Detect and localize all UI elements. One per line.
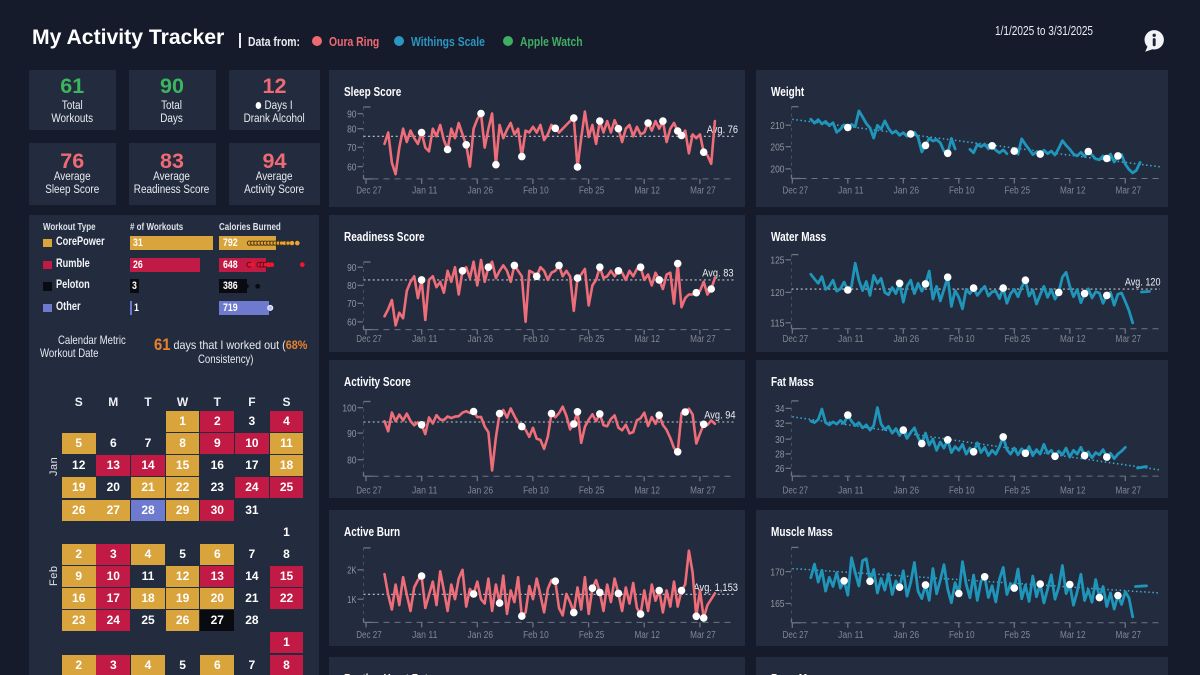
svg-text:Mar 12: Mar 12 — [1060, 486, 1086, 497]
svg-text:60: 60 — [347, 317, 357, 329]
svg-text:Jan 26: Jan 26 — [467, 186, 493, 197]
svg-text:Feb 10: Feb 10 — [523, 630, 549, 641]
svg-text:70: 70 — [347, 298, 357, 310]
svg-text:90: 90 — [347, 262, 357, 274]
svg-text:170: 170 — [770, 566, 784, 578]
svg-text:Dec 27: Dec 27 — [356, 186, 382, 197]
svg-text:Jan 26: Jan 26 — [467, 630, 493, 641]
svg-text:120: 120 — [770, 287, 784, 299]
svg-text:Dec 27: Dec 27 — [356, 334, 382, 345]
svg-text:26: 26 — [775, 463, 785, 475]
svg-text:Feb 25: Feb 25 — [1004, 334, 1030, 345]
svg-text:Jan 11: Jan 11 — [838, 630, 864, 641]
svg-text:125: 125 — [770, 255, 784, 267]
svg-text:Feb 25: Feb 25 — [1004, 186, 1030, 197]
svg-text:80: 80 — [347, 123, 357, 135]
svg-text:Jan 26: Jan 26 — [893, 186, 919, 197]
svg-text:Mar 27: Mar 27 — [1115, 186, 1141, 197]
svg-text:Mar 27: Mar 27 — [690, 486, 716, 497]
svg-text:Jan 26: Jan 26 — [893, 334, 919, 345]
svg-text:205: 205 — [770, 141, 784, 153]
svg-text:Feb 25: Feb 25 — [578, 334, 604, 345]
svg-text:1K: 1K — [347, 594, 356, 606]
svg-text:30: 30 — [775, 434, 785, 446]
svg-text:Mar 12: Mar 12 — [634, 186, 660, 197]
svg-text:Feb 25: Feb 25 — [578, 486, 604, 497]
svg-text:Feb 25: Feb 25 — [578, 630, 604, 641]
svg-text:Feb 10: Feb 10 — [949, 186, 975, 197]
svg-text:Jan 26: Jan 26 — [467, 334, 493, 345]
svg-text:Mar 12: Mar 12 — [634, 486, 660, 497]
svg-text:90: 90 — [347, 428, 357, 440]
svg-text:Dec 27: Dec 27 — [356, 486, 382, 497]
svg-text:Jan 26: Jan 26 — [893, 486, 919, 497]
svg-text:Jan 11: Jan 11 — [838, 334, 864, 345]
svg-text:Mar 27: Mar 27 — [690, 630, 716, 641]
svg-text:Feb 10: Feb 10 — [523, 486, 549, 497]
svg-text:115: 115 — [770, 318, 784, 330]
svg-text:Mar 12: Mar 12 — [1060, 630, 1086, 641]
svg-text:Jan 11: Jan 11 — [411, 186, 437, 197]
svg-text:Mar 12: Mar 12 — [634, 630, 660, 641]
svg-text:28: 28 — [775, 449, 785, 461]
svg-text:200: 200 — [770, 164, 784, 176]
svg-text:Feb 10: Feb 10 — [523, 186, 549, 197]
svg-text:Jan 11: Jan 11 — [838, 186, 864, 197]
svg-text:70: 70 — [347, 142, 357, 154]
svg-text:Dec 27: Dec 27 — [782, 486, 808, 497]
svg-text:Mar 27: Mar 27 — [1115, 334, 1141, 345]
svg-text:Mar 12: Mar 12 — [1060, 334, 1086, 345]
svg-text:Jan 26: Jan 26 — [893, 630, 919, 641]
svg-text:Feb 25: Feb 25 — [578, 186, 604, 197]
svg-text:Feb 10: Feb 10 — [949, 334, 975, 345]
svg-text:Feb 10: Feb 10 — [523, 334, 549, 345]
svg-text:Jan 26: Jan 26 — [467, 486, 493, 497]
svg-text:Mar 27: Mar 27 — [1115, 630, 1141, 641]
svg-text:100: 100 — [342, 402, 356, 414]
svg-text:80: 80 — [347, 280, 357, 292]
svg-text:Jan 11: Jan 11 — [411, 334, 437, 345]
svg-text:Avg. 1,153: Avg. 1,153 — [693, 582, 738, 594]
svg-text:Feb 10: Feb 10 — [949, 486, 975, 497]
svg-text:32: 32 — [775, 418, 785, 430]
svg-text:Jan 11: Jan 11 — [411, 486, 437, 497]
svg-text:165: 165 — [770, 598, 784, 610]
svg-text:Avg. 83: Avg. 83 — [702, 267, 733, 279]
svg-text:Jan 11: Jan 11 — [838, 486, 864, 497]
svg-text:210: 210 — [770, 120, 784, 132]
svg-text:Feb 25: Feb 25 — [1004, 630, 1030, 641]
svg-text:Dec 27: Dec 27 — [782, 630, 808, 641]
svg-text:Jan 11: Jan 11 — [411, 630, 437, 641]
svg-text:Feb 25: Feb 25 — [1004, 486, 1030, 497]
svg-text:Mar 12: Mar 12 — [634, 334, 660, 345]
svg-text:Dec 27: Dec 27 — [782, 334, 808, 345]
svg-text:Mar 27: Mar 27 — [690, 334, 716, 345]
svg-text:Mar 27: Mar 27 — [690, 186, 716, 197]
svg-text:60: 60 — [347, 161, 357, 173]
svg-text:Avg. 76: Avg. 76 — [706, 124, 737, 136]
svg-text:90: 90 — [347, 108, 357, 120]
svg-text:Feb 10: Feb 10 — [949, 630, 975, 641]
svg-text:Mar 12: Mar 12 — [1060, 186, 1086, 197]
svg-text:Avg. 120: Avg. 120 — [1124, 277, 1160, 289]
svg-text:2K: 2K — [347, 565, 356, 577]
svg-text:Mar 27: Mar 27 — [1115, 486, 1141, 497]
svg-text:Avg. 94: Avg. 94 — [704, 410, 735, 422]
svg-text:80: 80 — [347, 454, 357, 466]
svg-text:Dec 27: Dec 27 — [356, 630, 382, 641]
svg-text:Dec 27: Dec 27 — [782, 186, 808, 197]
svg-text:34: 34 — [775, 403, 785, 415]
